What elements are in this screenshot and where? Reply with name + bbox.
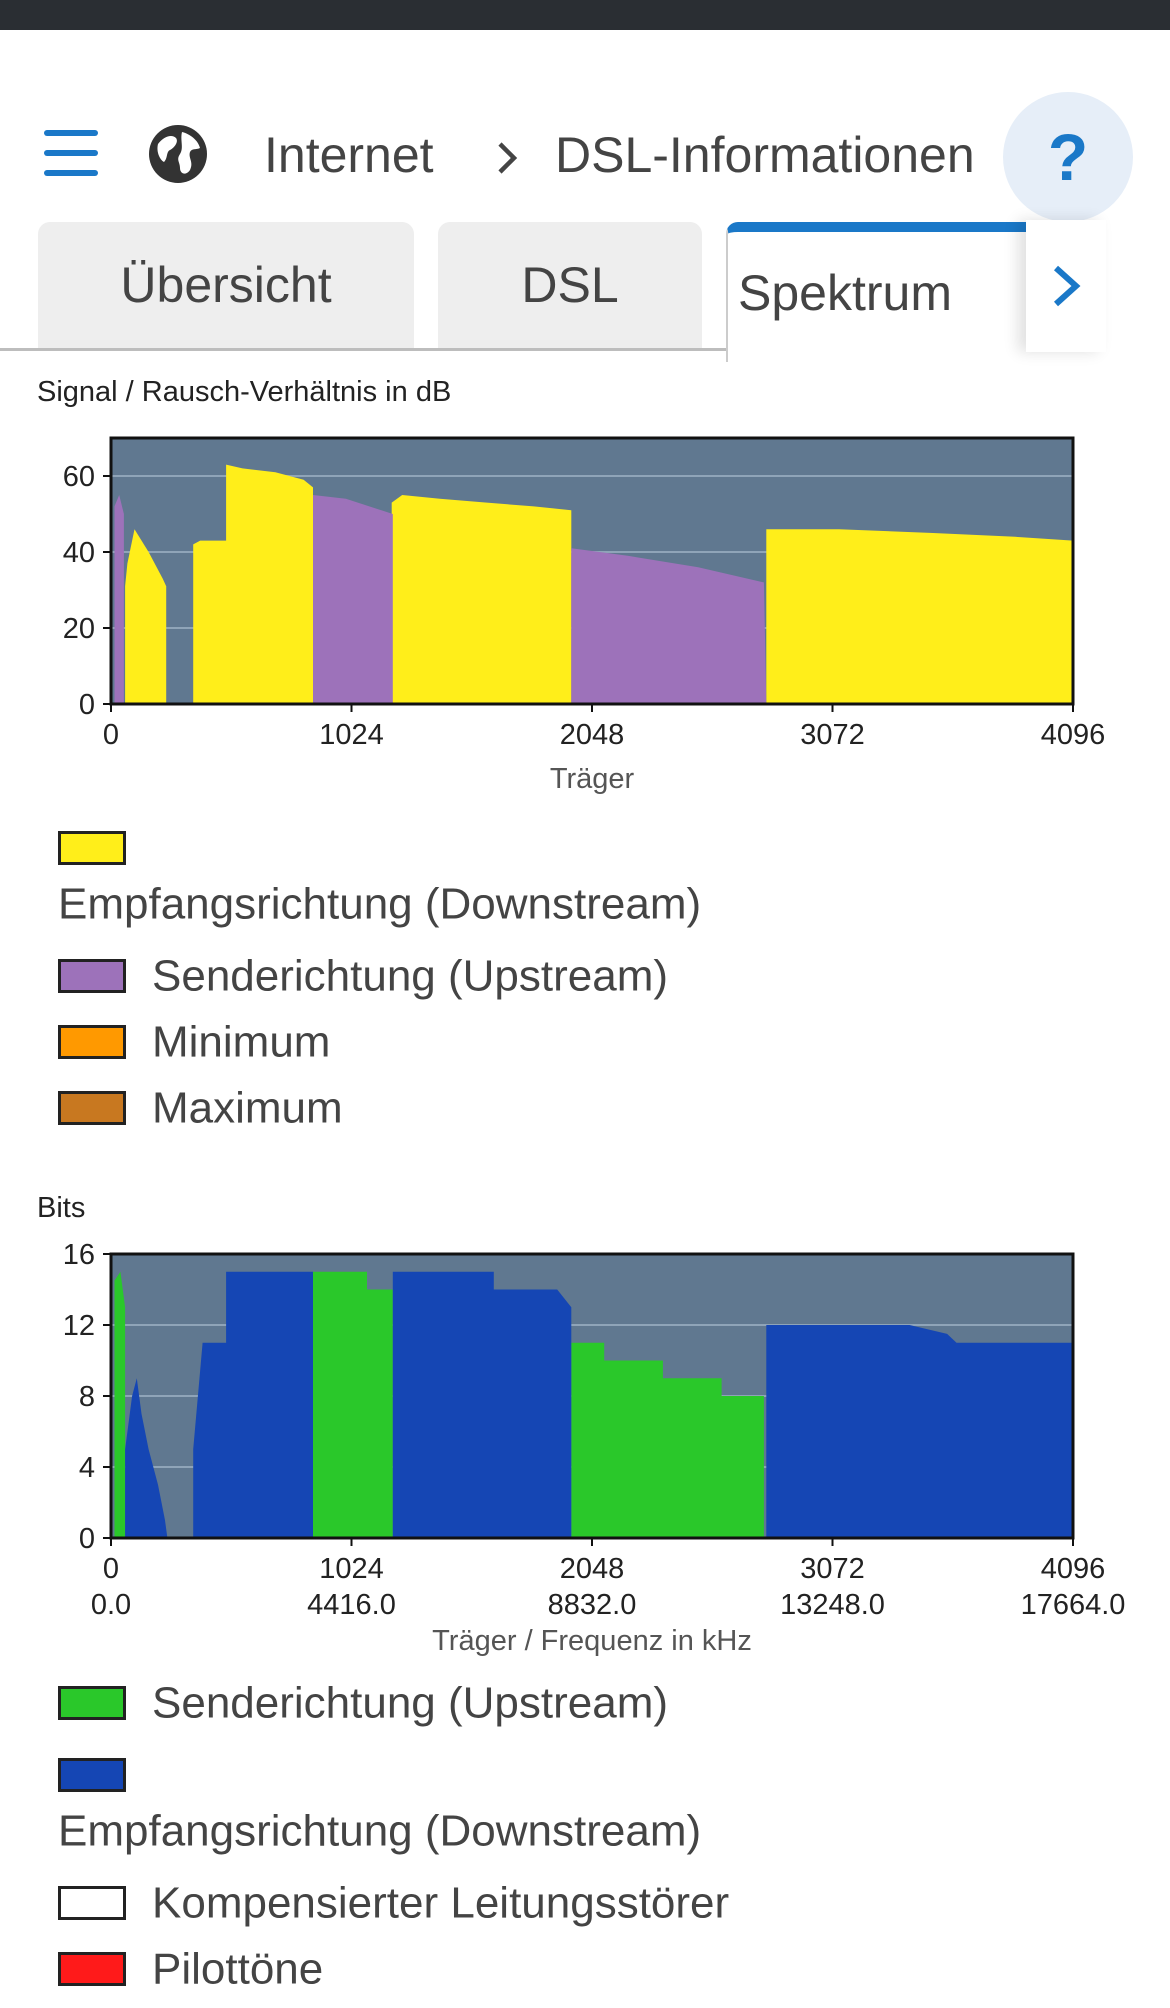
globe-icon	[149, 125, 207, 183]
breadcrumb-dsl-informationen: DSL-Informationen	[555, 127, 975, 183]
tab-divider	[0, 348, 728, 351]
legend-item: Senderichtung (Upstream)	[58, 949, 1118, 1015]
x-tick-label: 2048	[560, 1553, 625, 1585]
legend-swatch-minimum	[58, 1025, 126, 1060]
menu-button[interactable]	[42, 130, 100, 176]
x-tick-label: 1024	[319, 719, 384, 751]
legend-item: Pilottöne	[58, 1942, 1118, 2008]
x-tick-label-frequency: 0.0	[91, 1589, 131, 1621]
x-axis-label: Träger / Frequenz in kHz	[432, 1625, 752, 1657]
series-area-0	[114, 1271, 126, 1538]
y-tick-label: 0	[79, 1523, 95, 1555]
x-tick-label: 2048	[560, 719, 625, 751]
legend-label: Kompensierter Leitungsstörer	[152, 1878, 730, 1928]
bits-legend: Senderichtung (Upstream) Empfangsrichtun…	[58, 1676, 1118, 2008]
x-tick-label-frequency: 8832.0	[548, 1589, 637, 1621]
y-tick-label: 16	[63, 1239, 95, 1271]
snr-legend: Empfangsrichtung (Downstream) Sendericht…	[58, 815, 1118, 1147]
series-area-0	[391, 495, 572, 704]
y-tick-label: 12	[63, 1310, 95, 1342]
series-area-1	[313, 495, 393, 704]
legend-swatch-compensated	[58, 1886, 126, 1921]
legend-item: Empfangsrichtung (Downstream)	[58, 831, 1118, 949]
legend-label: Senderichtung (Upstream)	[152, 1678, 669, 1728]
y-tick-label: 8	[79, 1381, 95, 1413]
legend-item: Senderichtung (Upstream)	[58, 1676, 1118, 1742]
tab-bar: Übersicht DSL Spektrum	[0, 220, 1170, 362]
y-tick-label: 0	[79, 689, 95, 721]
y-tick-label: 4	[79, 1452, 95, 1484]
status-bar	[0, 0, 1170, 30]
legend-item: Kompensierter Leitungsstörer	[58, 1876, 1118, 1942]
x-tick-label: 0	[103, 1553, 119, 1585]
legend-swatch-downstream	[58, 1758, 126, 1792]
y-tick-label: 40	[63, 537, 95, 569]
chevron-right-icon	[498, 142, 518, 174]
series-area-1	[392, 1271, 572, 1538]
x-tick-label: 3072	[800, 1553, 865, 1585]
tab-scroll-right-button[interactable]	[1026, 220, 1106, 352]
x-tick-label-frequency: 4416.0	[307, 1589, 396, 1621]
legend-label: Empfangsrichtung (Downstream)	[58, 879, 702, 929]
tab-uebersicht[interactable]: Übersicht	[38, 222, 414, 348]
x-tick-label-frequency: 17664.0	[1021, 1589, 1126, 1621]
series-area-0	[193, 464, 313, 704]
legend-swatch-pilot	[58, 1952, 126, 1987]
legend-label: Empfangsrichtung (Downstream)	[58, 1806, 702, 1856]
bits-chart: 0 4 8 12 16 0 0.0 1024 4416.0 2048 8832.0 3072 13248…	[63, 1239, 1126, 1657]
series-area-0	[313, 1271, 393, 1538]
legend-swatch-upstream	[58, 1686, 126, 1721]
series-area-0	[766, 529, 1073, 704]
series-area-1	[125, 1378, 168, 1538]
bits-chart-title: Bits	[37, 1192, 86, 1224]
x-tick-label: 4096	[1041, 719, 1106, 751]
header: Internet DSL-Informationen ?	[0, 30, 1170, 222]
legend-item: Empfangsrichtung (Downstream)	[58, 1758, 1118, 1876]
x-axis-label: Träger	[550, 763, 635, 795]
legend-label: Maximum	[152, 1083, 343, 1133]
series-area-0	[571, 1342, 764, 1538]
legend-swatch-maximum	[58, 1091, 126, 1126]
series-area-0	[125, 529, 167, 704]
y-tick-label: 20	[63, 613, 95, 645]
x-tick-label: 4096	[1041, 1553, 1106, 1585]
chevron-right-icon	[1053, 265, 1081, 307]
snr-chart-title: Signal / Rausch-Verhältnis in dB	[37, 376, 452, 408]
y-tick-label: 60	[63, 461, 95, 493]
legend-swatch-downstream	[58, 831, 126, 865]
series-area-1	[114, 495, 124, 704]
tab-spektrum[interactable]: Spektrum	[726, 222, 1038, 362]
legend-item: Minimum	[58, 1015, 1118, 1081]
x-tick-label: 0	[103, 719, 119, 751]
legend-label: Senderichtung (Upstream)	[152, 951, 669, 1001]
breadcrumb-internet[interactable]: Internet	[264, 127, 434, 183]
series-area-1	[193, 1271, 313, 1538]
snr-chart: 0 20 40 60 0 1024 2048 3072 4096 Träger	[63, 436, 1106, 795]
tab-dsl[interactable]: DSL	[438, 222, 702, 348]
x-tick-label: 3072	[800, 719, 865, 751]
help-button[interactable]: ?	[1003, 92, 1133, 222]
x-tick-label: 1024	[319, 1553, 384, 1585]
legend-label: Minimum	[152, 1017, 331, 1067]
x-tick-label-frequency: 13248.0	[780, 1589, 885, 1621]
legend-label: Pilottöne	[152, 1944, 324, 1994]
legend-item: Maximum	[58, 1081, 1118, 1147]
series-area-1	[571, 548, 767, 704]
series-area-1	[766, 1325, 1073, 1538]
legend-swatch-upstream	[58, 959, 126, 994]
